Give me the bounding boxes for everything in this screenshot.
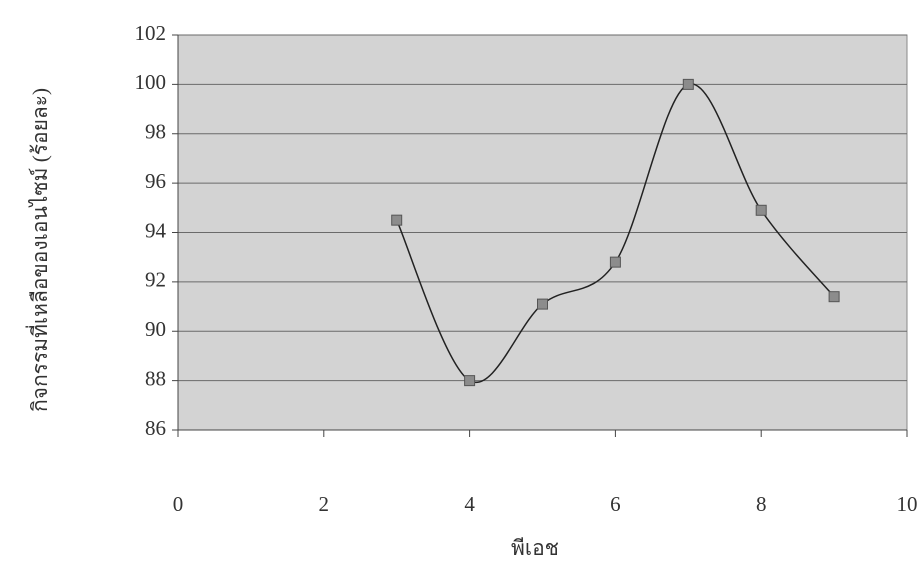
y-tick-label: 96 <box>145 169 166 193</box>
marker <box>538 299 548 309</box>
y-tick-label: 92 <box>145 268 166 292</box>
marker <box>392 215 402 225</box>
y-tick-label: 100 <box>135 70 167 94</box>
y-tick-label: 94 <box>145 218 167 242</box>
page: {"chart_data": {"type": "scatter", "x_la… <box>0 0 923 571</box>
y-tick-label: 102 <box>135 21 167 45</box>
x-tick-label: 8 <box>756 492 767 516</box>
marker <box>829 292 839 302</box>
x-tick-label: 10 <box>897 492 918 516</box>
x-tick-label: 0 <box>173 492 184 516</box>
y-tick-label: 86 <box>145 416 166 440</box>
y-tick-label: 90 <box>145 317 166 341</box>
marker <box>610 257 620 267</box>
marker <box>756 205 766 215</box>
x-tick-label: 4 <box>464 492 475 516</box>
x-axis-label: พีเอช <box>511 536 559 560</box>
x-tick-label: 2 <box>319 492 330 516</box>
y-tick-label: 88 <box>145 366 166 390</box>
y-axis-label: กิจกรรมที่เหลือของเอนไซม์ (ร้อยละ) <box>25 88 52 412</box>
chart: กิจกรรมที่เหลือของเอนไซม์ (ร้อยละ) พีเอช… <box>0 0 923 571</box>
marker <box>683 79 693 89</box>
marker <box>465 376 475 386</box>
x-tick-label: 6 <box>610 492 621 516</box>
y-tick-label: 98 <box>145 120 166 144</box>
